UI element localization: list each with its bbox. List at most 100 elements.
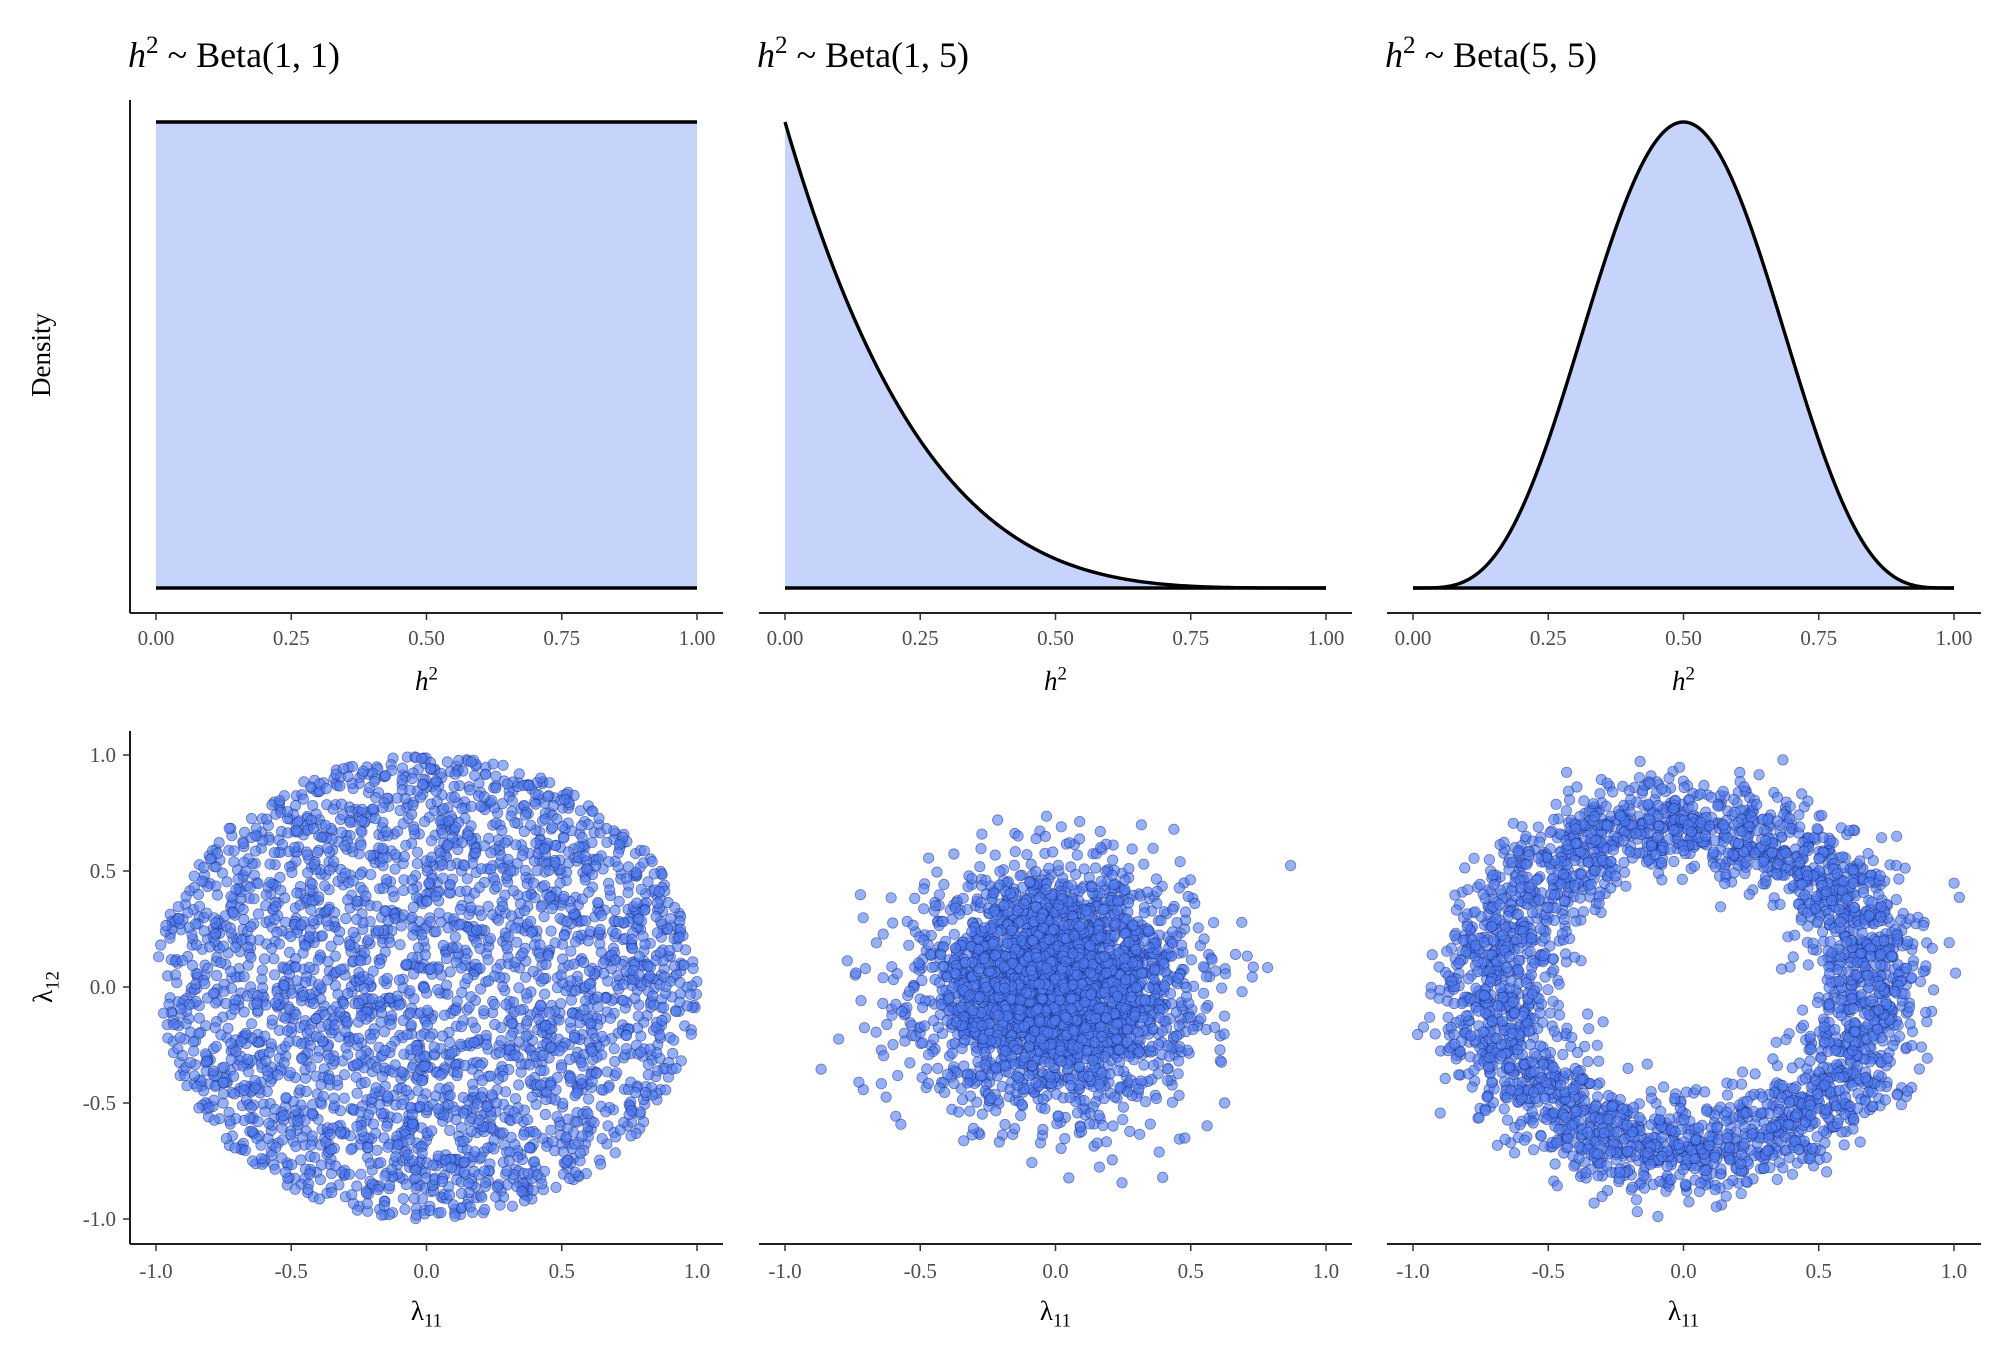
scatter-point bbox=[673, 932, 685, 944]
scatter-point bbox=[1009, 1123, 1021, 1135]
scatter-point bbox=[381, 1120, 393, 1133]
scatter-point bbox=[350, 1071, 362, 1083]
scatter-point bbox=[538, 911, 550, 923]
scatter-point bbox=[451, 942, 463, 954]
scatter-point bbox=[391, 825, 404, 837]
scatter-point bbox=[612, 915, 625, 928]
scatter-point bbox=[423, 877, 435, 889]
scatter-point bbox=[493, 1047, 506, 1059]
scatter-point bbox=[551, 813, 563, 825]
scatter-point bbox=[495, 1035, 507, 1047]
scatter-point bbox=[364, 849, 376, 862]
scatter-point bbox=[342, 894, 354, 906]
scatter-point bbox=[255, 1153, 268, 1165]
scatter-point bbox=[499, 837, 511, 849]
scatter-point bbox=[654, 1029, 666, 1041]
scatter-point bbox=[402, 1149, 414, 1161]
scatter-point bbox=[469, 1146, 481, 1158]
scatter-point bbox=[351, 1204, 363, 1216]
scatter-point bbox=[631, 897, 643, 909]
scatter-point bbox=[313, 1031, 325, 1043]
scatter-point bbox=[594, 827, 606, 839]
scatter-point bbox=[438, 1009, 451, 1021]
scatter-point bbox=[345, 1144, 357, 1156]
scatter-point bbox=[600, 1106, 612, 1118]
scatter-point bbox=[189, 918, 202, 930]
scatter-point bbox=[416, 1075, 428, 1087]
scatter-point bbox=[362, 1141, 374, 1154]
scatter-point bbox=[482, 975, 495, 987]
scatter-point bbox=[382, 1141, 394, 1153]
scatter-point bbox=[313, 1193, 326, 1205]
scatter-point bbox=[507, 885, 520, 897]
scatter-point bbox=[323, 1073, 335, 1085]
scatter-point bbox=[447, 1199, 459, 1211]
scatter-point bbox=[351, 913, 363, 926]
scatter-point bbox=[419, 982, 431, 994]
scatter-point bbox=[638, 845, 651, 857]
scatter-point bbox=[339, 840, 351, 852]
scatter-point bbox=[424, 963, 437, 975]
scatter-point bbox=[268, 847, 280, 859]
scatter-point bbox=[620, 872, 633, 884]
scatter-point bbox=[236, 934, 248, 946]
scatter-point bbox=[1037, 1093, 1049, 1105]
y-axis-label: Density bbox=[26, 313, 56, 397]
scatter-point bbox=[877, 928, 889, 940]
scatter-point bbox=[256, 964, 268, 976]
scatter-point bbox=[191, 1081, 203, 1093]
scatter-point bbox=[378, 1026, 390, 1038]
scatter-point bbox=[529, 892, 541, 904]
scatter-point bbox=[400, 839, 412, 851]
scatter-point bbox=[1185, 954, 1198, 966]
scatter-point bbox=[355, 1168, 367, 1180]
scatter-point bbox=[255, 1139, 267, 1151]
scatter-point bbox=[308, 858, 320, 870]
scatter-point bbox=[451, 1066, 463, 1079]
scatter-point bbox=[297, 793, 309, 805]
scatter-point bbox=[221, 876, 233, 888]
scatter-point bbox=[276, 838, 289, 851]
scatter-point bbox=[436, 827, 449, 839]
scatter-point bbox=[576, 831, 588, 844]
scatter-point bbox=[592, 896, 604, 909]
scatter-point bbox=[297, 989, 309, 1002]
scatter-point bbox=[319, 1009, 331, 1021]
scatter-point bbox=[398, 850, 410, 863]
scatter-point bbox=[315, 1159, 328, 1171]
scatter-point bbox=[399, 1203, 411, 1216]
scatter-point bbox=[257, 982, 269, 994]
scatter-point bbox=[305, 1139, 317, 1151]
scatter-point bbox=[1117, 1114, 1129, 1126]
scatter-point bbox=[316, 930, 328, 942]
x-tick-label: -1.0 bbox=[139, 1259, 172, 1283]
scatter-point bbox=[612, 847, 625, 859]
scatter-point bbox=[892, 1070, 904, 1082]
scatter-point bbox=[379, 1170, 391, 1182]
scatter-point bbox=[153, 951, 165, 963]
scatter-point bbox=[1218, 1028, 1230, 1040]
scatter-point bbox=[397, 1193, 409, 1205]
scatter-point bbox=[302, 1183, 314, 1196]
scatter-point bbox=[436, 859, 449, 871]
scatter-point bbox=[405, 808, 418, 820]
scatter-point bbox=[224, 922, 236, 934]
scatter-point bbox=[509, 817, 521, 829]
scatter-point bbox=[172, 901, 184, 913]
scatter-point bbox=[511, 1112, 523, 1124]
x-tick-label: 0.50 bbox=[408, 626, 445, 650]
x-tick-label: -0.5 bbox=[275, 1259, 308, 1283]
scatter-point bbox=[642, 876, 654, 888]
scatter-point bbox=[432, 1103, 444, 1115]
scatter-point bbox=[478, 1165, 490, 1177]
scatter-point bbox=[618, 994, 630, 1007]
scatter-point bbox=[537, 973, 550, 985]
scatter-point bbox=[559, 793, 571, 806]
scatter-point bbox=[338, 1092, 350, 1104]
scatter-point bbox=[454, 1038, 467, 1050]
scatter-point bbox=[489, 1018, 501, 1031]
scatter-point bbox=[651, 897, 664, 909]
scatter-point bbox=[384, 936, 396, 949]
scatter-point bbox=[215, 956, 227, 969]
scatter-point bbox=[335, 826, 348, 838]
